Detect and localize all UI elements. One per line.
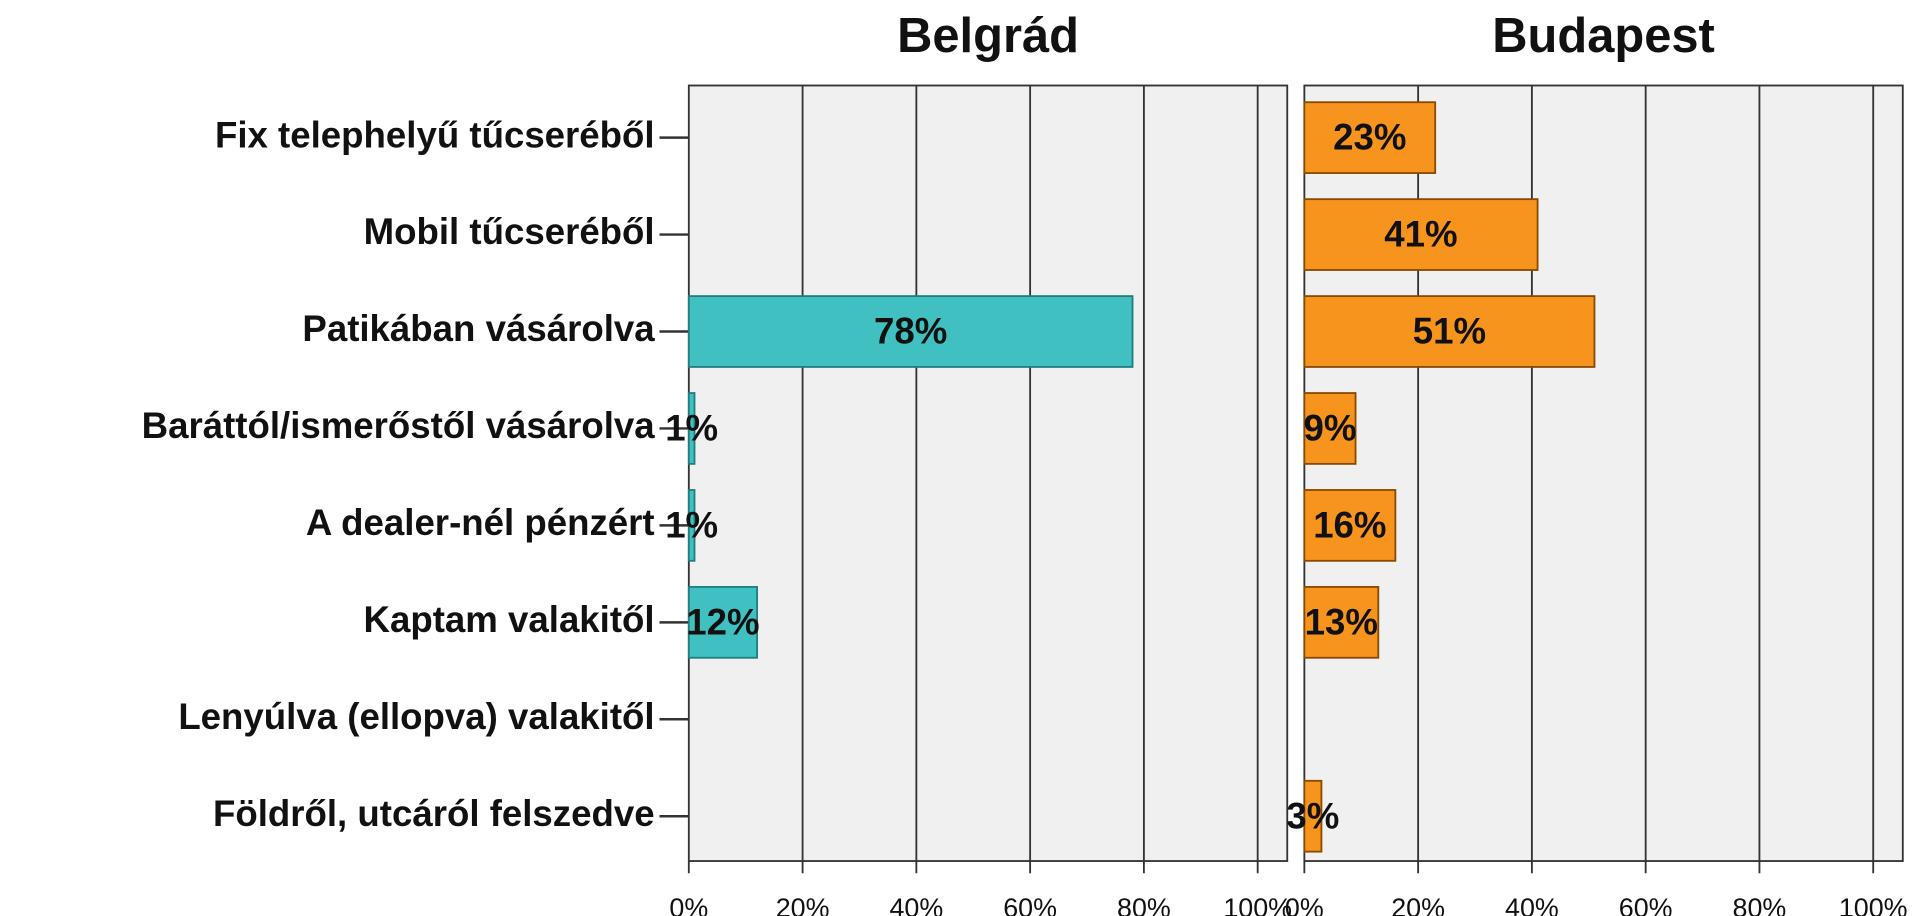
bar xyxy=(687,392,696,465)
x-tick-label: 20% xyxy=(1391,893,1445,916)
category-label: Földről, utcáról felszedve xyxy=(213,793,655,834)
value-label: 51% xyxy=(1413,311,1486,352)
panel-title: Budapest xyxy=(1492,9,1715,63)
bar xyxy=(1303,586,1380,659)
bar xyxy=(687,586,758,659)
plot-area xyxy=(687,84,1289,862)
value-label: 9% xyxy=(1303,408,1356,449)
value-label: 23% xyxy=(1333,117,1406,158)
bar xyxy=(1303,489,1397,562)
bar xyxy=(1303,198,1539,271)
x-tick-label: 60% xyxy=(1619,893,1673,916)
x-tick-label: 80% xyxy=(1117,893,1171,916)
value-label: 13% xyxy=(1305,601,1378,642)
value-label: 12% xyxy=(686,601,759,642)
x-tick-label: 40% xyxy=(889,893,943,916)
x-tick-label: 40% xyxy=(1505,893,1559,916)
x-tick-label: 100% xyxy=(1223,893,1292,916)
x-tick-label: 0% xyxy=(1285,893,1324,916)
x-tick-label: 60% xyxy=(1003,893,1057,916)
value-label: 16% xyxy=(1313,505,1386,546)
bar xyxy=(1303,392,1357,465)
value-label: 1% xyxy=(665,505,718,546)
bar xyxy=(1303,779,1323,853)
bar xyxy=(1303,295,1596,368)
bar xyxy=(1303,101,1437,174)
value-label: 3% xyxy=(1286,795,1339,836)
category-label: Fix telephelyű tűcseréből xyxy=(215,114,655,155)
category-label: Kaptam valakitől xyxy=(364,599,655,640)
category-label: Mobil tűcseréből xyxy=(364,211,655,252)
x-tick-label: 0% xyxy=(669,893,708,916)
value-label: 1% xyxy=(665,408,718,449)
category-label: Lenyúlva (ellopva) valakitől xyxy=(178,696,654,737)
x-tick-label: 100% xyxy=(1839,893,1908,916)
value-label: 78% xyxy=(874,311,947,352)
value-label: 41% xyxy=(1384,214,1457,255)
panel-title: Belgrád xyxy=(897,9,1079,63)
category-label: Patikában vásárolva xyxy=(302,308,655,349)
x-tick-label: 20% xyxy=(776,893,830,916)
category-label: Baráttól/ismerőstől vásárolva xyxy=(142,405,656,446)
x-tick-label: 80% xyxy=(1733,893,1787,916)
category-label: A dealer-nél pénzért xyxy=(306,502,655,543)
bar xyxy=(687,295,1134,368)
bar xyxy=(687,489,696,562)
